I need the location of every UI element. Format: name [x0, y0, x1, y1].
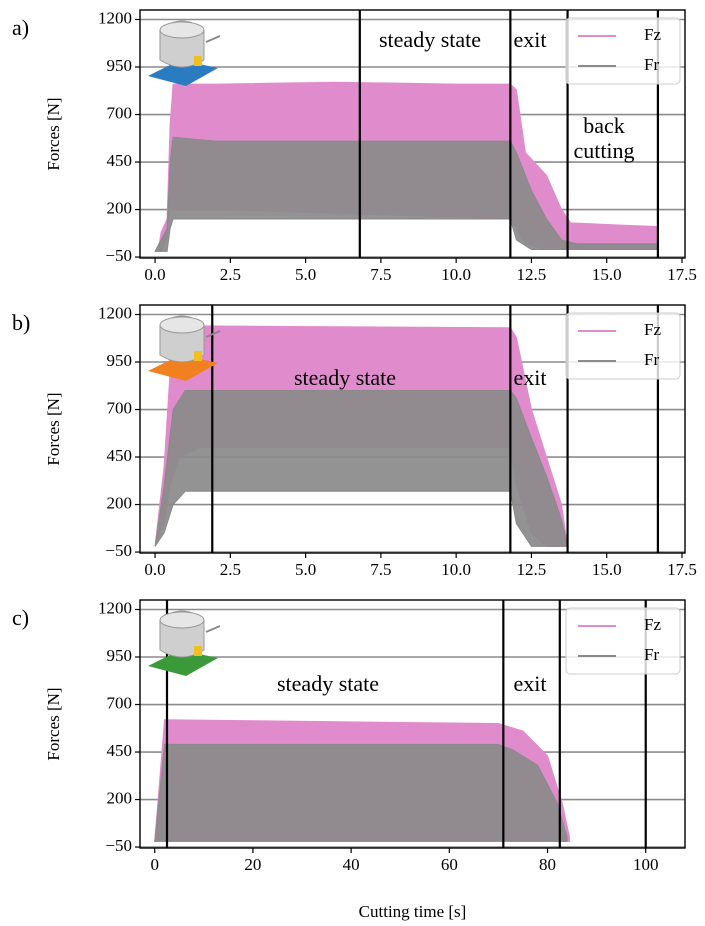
tool-plate [148, 650, 218, 676]
y-tick-label: 700 [107, 103, 133, 122]
y-tick-label: 450 [107, 741, 133, 760]
annotation: steady state [294, 365, 396, 390]
legend-label: Fz [644, 25, 661, 44]
x-tick-label: 15.0 [592, 560, 622, 579]
legend-label: Fr [644, 55, 659, 74]
legend-label: Fr [644, 350, 659, 369]
annotation: steady state [379, 27, 481, 52]
x-tick-label: 10.0 [441, 265, 471, 284]
legend-label: Fz [644, 615, 661, 634]
x-tick-label: 17.5 [667, 560, 697, 579]
legend-box [565, 17, 681, 85]
panel-label: a) [12, 15, 29, 40]
y-axis-label: Forces [N] [44, 687, 63, 760]
x-tick-label: 60 [441, 855, 458, 874]
legend-label: Fr [644, 645, 659, 664]
x-tick-label: 5.0 [295, 265, 316, 284]
tool-top [159, 611, 205, 629]
legend-box [565, 607, 681, 675]
y-axis-label: Forces [N] [44, 392, 63, 465]
tool-insert [194, 646, 202, 656]
x-tick-label: 12.5 [517, 265, 547, 284]
x-tick-label: 20 [244, 855, 261, 874]
x-tick-label: 7.5 [370, 560, 391, 579]
x-tick-label: 0 [150, 855, 159, 874]
tool-top [159, 316, 205, 334]
force-band [154, 743, 568, 842]
legend-label: Fz [644, 320, 661, 339]
x-tick-label: 2.5 [220, 560, 241, 579]
y-tick-label: 700 [107, 693, 133, 712]
y-tick-label: 1200 [98, 8, 132, 27]
x-tick-label: 2.5 [220, 265, 241, 284]
x-tick-label: 12.5 [517, 560, 547, 579]
x-tick-label: 15.0 [592, 265, 622, 284]
annotation: steady state [277, 671, 379, 696]
panel: −50 200 450 700 950 1200 0.0 2.5 5.0 7.5 10.0 12.5 1… [12, 303, 697, 578]
annotation: exit [514, 365, 547, 390]
tool-top [159, 21, 205, 39]
axes-frame [139, 9, 686, 259]
tool-insert [194, 56, 202, 66]
y-tick-label: 700 [107, 398, 133, 417]
axes-frame [139, 304, 686, 554]
annotation: exit [514, 671, 547, 696]
x-tick-label: 100 [633, 855, 659, 874]
panel: −50 200 450 700 950 1200 0 20 40 60 80 100 steady st… [12, 598, 686, 921]
x-tick-label: 0.0 [144, 265, 165, 284]
annotation: back [583, 113, 625, 138]
x-tick-label: 7.5 [370, 265, 391, 284]
y-tick-label: −50 [105, 836, 132, 855]
x-tick-label: 10.0 [441, 560, 471, 579]
panel: −50 200 450 700 950 1200 0.0 2.5 5.0 7.5 10.0 12.5 1… [12, 8, 697, 283]
panel-label: c) [12, 605, 29, 630]
x-tick-label: 40 [343, 855, 360, 874]
tool-arrow [205, 35, 221, 43]
y-tick-label: 1200 [98, 303, 132, 322]
panel-label: b) [12, 310, 30, 335]
annotation: cutting [573, 138, 634, 163]
tool-plate [148, 60, 218, 86]
y-tick-label: 950 [107, 56, 133, 75]
y-tick-label: 950 [107, 351, 133, 370]
x-tick-label: 80 [539, 855, 556, 874]
x-axis-label: Cutting time [s] [359, 902, 467, 921]
annotation: exit [514, 27, 547, 52]
x-tick-label: 0.0 [144, 560, 165, 579]
x-tick-label: 17.5 [667, 265, 697, 284]
tool-arrow [205, 625, 221, 633]
tool-insert [194, 351, 202, 361]
y-tick-label: 1200 [98, 598, 132, 617]
y-tick-label: −50 [105, 541, 132, 560]
y-tick-label: 450 [107, 446, 133, 465]
y-tick-label: 200 [107, 198, 133, 217]
tool-arrow [205, 330, 221, 338]
y-tick-label: 200 [107, 493, 133, 512]
force-band [154, 390, 569, 547]
y-tick-label: −50 [105, 246, 132, 265]
y-tick-label: 950 [107, 646, 133, 665]
legend-box [565, 312, 681, 380]
y-tick-label: 200 [107, 788, 133, 807]
y-tick-label: 450 [107, 151, 133, 170]
axes-frame [139, 599, 686, 849]
x-tick-label: 5.0 [295, 560, 316, 579]
tool-plate [148, 355, 218, 381]
y-axis-label: Forces [N] [44, 97, 63, 170]
